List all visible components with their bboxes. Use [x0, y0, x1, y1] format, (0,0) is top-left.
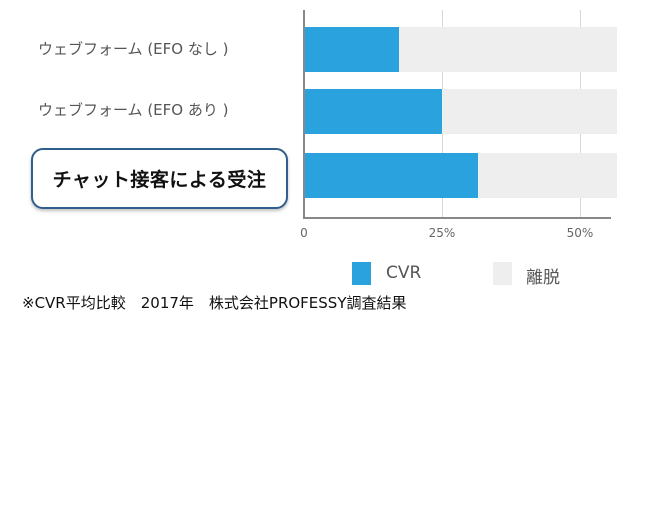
y-axis — [303, 10, 305, 218]
legend-swatch-drop — [493, 262, 512, 285]
bar-cvr-efo-none — [304, 27, 399, 72]
category-label-efo-none: ウェブフォーム (EFO なし ) — [38, 40, 229, 58]
legend-swatch-cvr — [352, 262, 371, 285]
legend-label-cvr: CVR — [386, 263, 422, 283]
category-label-efo-with: ウェブフォーム (EFO あり ) — [38, 101, 229, 119]
legend-label-drop: 離脱 — [526, 268, 560, 288]
x-tick-25: 25% — [428, 226, 456, 240]
x-axis — [303, 217, 611, 219]
footnote-source: ※CVR平均比較 2017年 株式会社PROFESSY調査結果 — [22, 294, 407, 312]
category-label-chat-highlight: チャット接客による受注 — [31, 148, 288, 209]
bar-cvr-chat — [304, 153, 478, 198]
x-tick-50: 50% — [566, 226, 594, 240]
bar-cvr-efo-with — [304, 89, 442, 134]
x-tick-0: 0 — [300, 226, 308, 240]
